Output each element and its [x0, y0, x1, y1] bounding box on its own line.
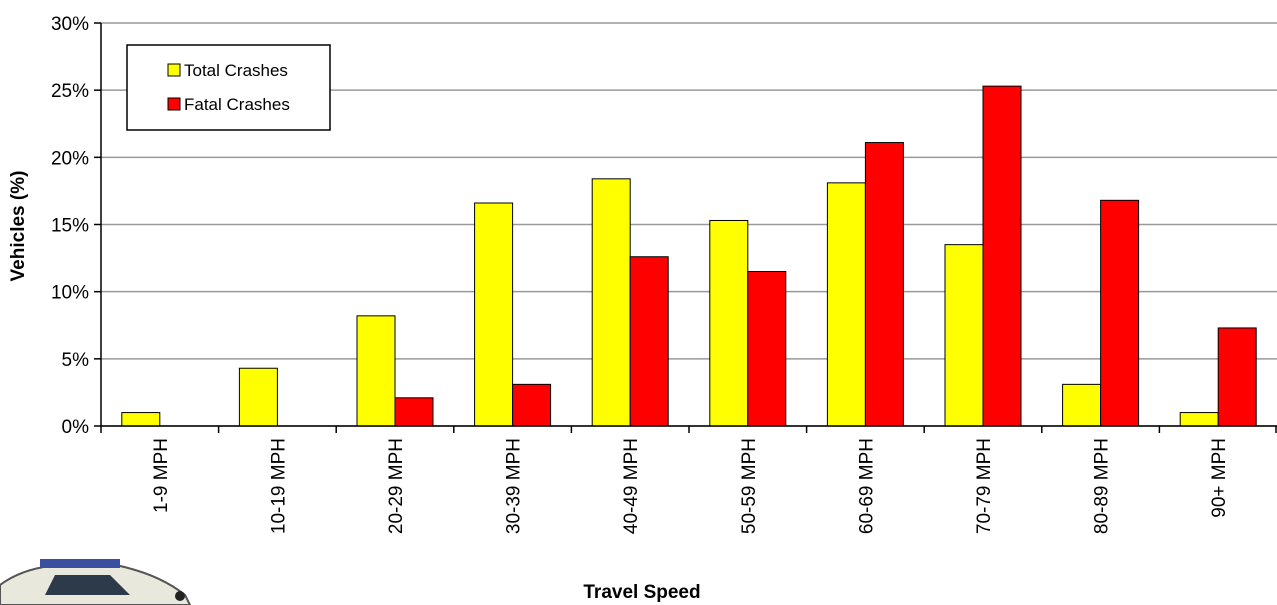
y-tick-label: 0%	[62, 417, 90, 438]
police-car-illustration	[0, 559, 192, 605]
x-tick-label: 20-29 MPH	[386, 438, 407, 534]
legend: Total Crashes Fatal Crashes	[126, 44, 331, 131]
legend-box	[126, 44, 331, 131]
x-tick-label: 90+ MPH	[1209, 438, 1230, 518]
x-tick-label: 60-69 MPH	[856, 438, 877, 534]
legend-swatch	[167, 63, 181, 77]
bar	[629, 256, 669, 427]
y-tick-label: 20%	[51, 148, 89, 169]
bar	[1217, 327, 1257, 427]
bar	[864, 142, 904, 427]
y-tick-label: 5%	[62, 350, 90, 371]
bar	[474, 202, 514, 427]
x-axis-title: Travel Speed	[583, 582, 700, 603]
bar	[121, 412, 161, 427]
x-tick-label: 50-59 MPH	[739, 438, 760, 534]
y-axis-title: Vehicles (%)	[8, 171, 29, 282]
y-tick-label: 10%	[51, 283, 89, 304]
x-tick-label: 10-19 MPH	[268, 438, 289, 534]
bar	[1100, 199, 1140, 427]
bar	[238, 367, 278, 427]
bar	[747, 271, 787, 427]
legend-swatch	[167, 97, 181, 111]
y-tick-label: 15%	[51, 216, 89, 237]
legend-label: Fatal Crashes	[184, 95, 290, 114]
bar	[356, 315, 396, 427]
bar	[709, 219, 749, 427]
bar	[512, 383, 552, 427]
y-tick-label: 25%	[51, 81, 89, 102]
x-tick-label: 1-9 MPH	[151, 438, 172, 513]
bar	[982, 85, 1022, 427]
bar	[944, 244, 984, 427]
x-tick-label: 40-49 MPH	[621, 438, 642, 534]
bar	[591, 178, 631, 427]
x-tick-label: 30-39 MPH	[504, 438, 525, 534]
bar	[826, 182, 866, 427]
bar	[1179, 412, 1219, 427]
x-tick-label: 80-89 MPH	[1092, 438, 1113, 534]
x-tick-label: 70-79 MPH	[974, 438, 995, 534]
bar	[1062, 383, 1102, 427]
y-tick-label: 30%	[51, 14, 89, 35]
bar	[394, 397, 434, 427]
legend-label: Total Crashes	[184, 61, 288, 80]
